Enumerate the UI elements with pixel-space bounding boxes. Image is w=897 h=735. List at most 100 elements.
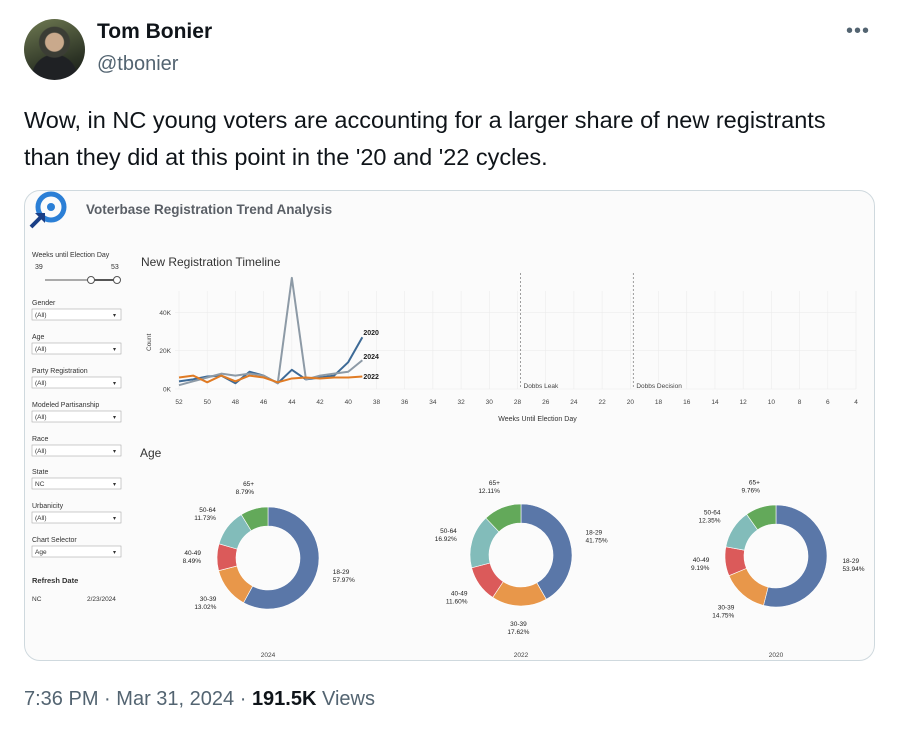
slice-category-label: 30-39	[200, 596, 217, 603]
slice-value-label: 11.60%	[446, 598, 468, 605]
svg-text:(All): (All)	[35, 515, 47, 522]
series-line-2022	[178, 374, 363, 384]
svg-text:(All): (All)	[35, 312, 47, 319]
slice-category-label: 65+	[749, 479, 760, 486]
donut-slice-65+	[746, 504, 777, 531]
x-tick-label: 42	[316, 399, 324, 406]
annotation-label: Dobbs Decision	[636, 383, 682, 390]
x-tick-label: 20	[627, 399, 635, 406]
slice-value-label: 12.11%	[478, 488, 500, 495]
donut-slice-30-39	[728, 567, 769, 606]
donut-slice-18-29	[520, 503, 573, 600]
slice-category-label: 65+	[243, 481, 254, 488]
x-tick-label: 40	[345, 399, 353, 406]
chevron-down-icon: ▾	[113, 381, 116, 387]
svg-text:(All): (All)	[35, 346, 47, 353]
registration-timeline-chart: 52 50 48 46 44 42 40 38 36 34 32 30 28 26 24 22 20 18 16 14…	[146, 273, 858, 423]
race-dropdown[interactable]: (All) ▾	[31, 444, 122, 457]
x-tick-label: 52	[175, 399, 183, 406]
svg-text:Age: Age	[35, 549, 47, 556]
weeks-max: 53	[111, 264, 119, 271]
y-axis-label: Count	[146, 333, 153, 351]
annotation-label: Dobbs Leak	[524, 383, 559, 390]
x-tick-label: 50	[204, 399, 212, 406]
x-tick-label: 26	[542, 399, 550, 406]
tweet-text: Wow, in NC young voters are accounting f…	[24, 107, 826, 170]
state-dropdown[interactable]: NC ▾	[31, 477, 122, 490]
avatar[interactable]	[24, 19, 85, 80]
x-tick-label: 24	[570, 399, 578, 406]
series-label-2022: 2022	[363, 374, 379, 381]
x-tick-label: 22	[599, 399, 607, 406]
timeline-title: New Registration Timeline	[141, 255, 281, 269]
chart-selector-dropdown[interactable]: Age ▾	[31, 545, 122, 558]
donut-year-label: 2020	[769, 652, 784, 659]
chevron-down-icon: ▾	[113, 516, 116, 522]
slice-value-label: 9.76%	[742, 487, 761, 494]
slice-value-label: 9.19%	[691, 565, 710, 572]
slice-category-label: 40-49	[184, 550, 201, 557]
slice-value-label: 14.75%	[712, 612, 734, 619]
gender-label: Gender	[32, 300, 56, 307]
slice-category-label: 18-29	[842, 558, 859, 565]
slice-category-label: 50-64	[704, 510, 721, 517]
chart-selector-label: Chart Selector	[32, 537, 77, 544]
donut-slice-18-29	[763, 504, 828, 608]
x-tick-label: 6	[826, 399, 830, 406]
svg-text:(All): (All)	[35, 414, 47, 421]
x-tick-label: 30	[486, 399, 494, 406]
x-tick-label: 36	[401, 399, 409, 406]
slice-category-label: 65+	[489, 480, 500, 487]
donut-slice-65+	[240, 506, 269, 532]
age-dropdown[interactable]: (All) ▾	[31, 342, 122, 355]
svg-text:(All): (All)	[35, 380, 47, 387]
age-label: Age	[32, 334, 45, 341]
slice-value-label: 11.73%	[194, 515, 216, 522]
separator: ·	[239, 688, 247, 710]
x-tick-label: 48	[232, 399, 240, 406]
svg-text:(All): (All)	[35, 448, 47, 455]
slice-category-label: 18-29	[333, 569, 350, 576]
chevron-down-icon: ▾	[113, 347, 116, 353]
chevron-down-icon: ▾	[113, 449, 116, 455]
x-tick-label: 10	[768, 399, 776, 406]
series-line-2024	[178, 276, 363, 387]
views-count: 191.5K	[251, 688, 317, 710]
x-axis-label: Weeks Until Election Day	[498, 416, 577, 423]
gender-dropdown[interactable]: (All) ▾	[31, 308, 122, 321]
more-icon[interactable]: •••	[846, 20, 871, 42]
chevron-down-icon: ▾	[113, 550, 116, 556]
separator: ·	[104, 688, 111, 710]
x-tick-label: 12	[740, 399, 748, 406]
y-tick-label: 40K	[159, 310, 171, 317]
tweet-image[interactable]: Voterbase Registration Trend Analysis We…	[24, 190, 875, 661]
tweet-time[interactable]: 7:36 PM	[24, 688, 99, 710]
donut-year-label: 2024	[261, 652, 276, 659]
x-tick-label: 4	[854, 399, 858, 406]
refresh-date: 2/23/2024	[87, 596, 116, 603]
author-name[interactable]: Tom Bonier	[97, 20, 213, 43]
series-line-2020	[178, 336, 364, 385]
partisanship-label: Modeled Partisanship	[32, 402, 99, 409]
weeks-slider[interactable]	[45, 276, 121, 284]
x-tick-label: 18	[655, 399, 663, 406]
urbanicity-label: Urbanicity	[32, 503, 64, 510]
urbanicity-dropdown[interactable]: (All) ▾	[31, 511, 122, 524]
slice-value-label: 12.35%	[698, 518, 720, 525]
filter-panel: Weeks until Election Day 39 53 Gender (A…	[31, 252, 122, 603]
tweet-date[interactable]: Mar 31, 2024	[116, 688, 235, 710]
x-tick-label: 32	[457, 399, 465, 406]
donut-year-label: 2022	[514, 652, 529, 659]
slice-value-label: 57.97%	[333, 577, 355, 584]
author-handle[interactable]: @tbonier	[97, 53, 179, 75]
donut-slice-18-29	[243, 506, 320, 610]
series-label-2020: 2020	[363, 330, 379, 337]
x-tick-label: 16	[683, 399, 691, 406]
party-dropdown[interactable]: (All) ▾	[31, 376, 122, 389]
donut-slice-65+	[485, 503, 522, 533]
age-donut-charts: 18-2957.97%30-3913.02%40-498.49%50-6411.…	[183, 479, 865, 659]
partisanship-dropdown[interactable]: (All) ▾	[31, 410, 122, 423]
svg-text:NC: NC	[35, 481, 45, 488]
x-tick-label: 14	[711, 399, 719, 406]
tweet-meta: 7:36 PM · Mar 31, 2024 · 191.5K Views	[24, 688, 375, 711]
